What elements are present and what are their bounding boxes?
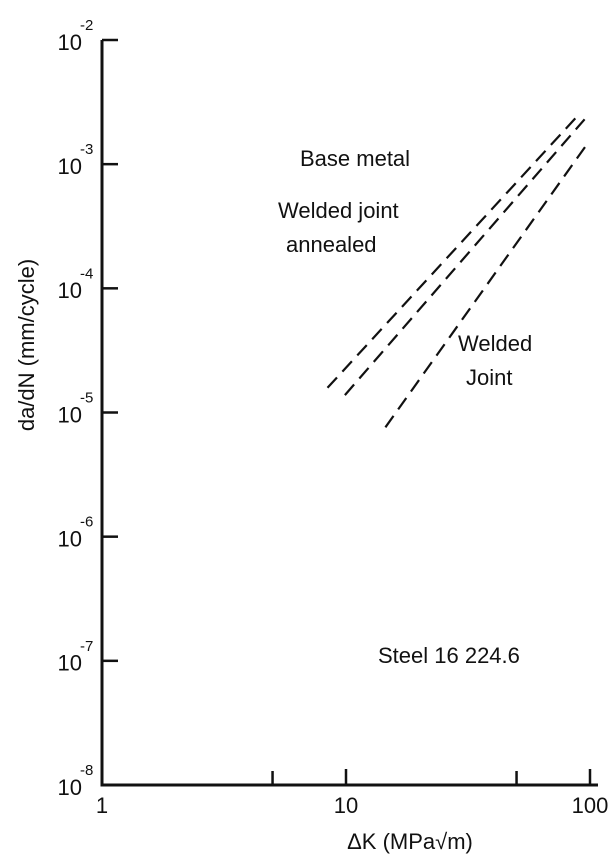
y-tick-exponent: -2 (80, 17, 93, 34)
series-label: Welded (458, 331, 532, 356)
y-tick-exponent: -7 (80, 638, 93, 655)
y-tick-label: 10 (58, 775, 82, 800)
series-label: Joint (466, 365, 512, 390)
y-tick-exponent: -4 (80, 265, 93, 282)
x-tick-label: 10 (334, 793, 358, 818)
y-tick-label: 10 (58, 154, 82, 179)
series-line (326, 112, 581, 389)
annotation: Steel 16 224.6 (378, 643, 520, 668)
y-axis-label: da/dN (mm/cycle) (14, 259, 39, 431)
y-tick-exponent: -5 (80, 389, 93, 406)
x-tick-label: 1 (96, 793, 108, 818)
y-tick-label: 10 (58, 30, 82, 55)
x-tick-label: 100 (572, 793, 609, 818)
series-label: Welded joint (278, 198, 399, 223)
series-line (384, 142, 589, 428)
y-tick-label: 10 (58, 402, 82, 427)
x-axis-label: ΔK (MPa√m) (347, 829, 473, 854)
series-label: Base metal (300, 146, 410, 171)
series-line (344, 118, 586, 396)
series-label: annealed (286, 232, 377, 257)
y-tick-label: 10 (58, 651, 82, 676)
y-tick-label: 10 (58, 278, 82, 303)
y-tick-exponent: -3 (80, 141, 93, 158)
y-tick-exponent: -8 (80, 762, 93, 779)
y-tick-exponent: -6 (80, 514, 93, 531)
y-tick-label: 10 (58, 526, 82, 551)
